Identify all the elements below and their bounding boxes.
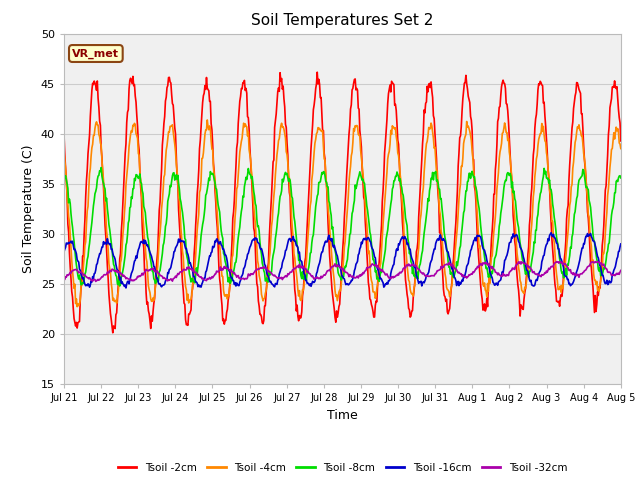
Tsoil -16cm — [185, 255, 193, 261]
Tsoil -16cm — [70, 247, 78, 252]
Tsoil -4cm — [128, 129, 136, 135]
Tsoil -4cm — [70, 286, 78, 291]
Tsoil -16cm — [128, 269, 136, 275]
Tsoil -32cm — [185, 264, 193, 270]
Tsoil -4cm — [412, 271, 419, 277]
Line: Tsoil -4cm: Tsoil -4cm — [64, 120, 621, 307]
Tsoil -8cm — [215, 205, 223, 211]
Line: Tsoil -2cm: Tsoil -2cm — [64, 72, 621, 333]
Line: Tsoil -16cm: Tsoil -16cm — [64, 233, 621, 288]
Tsoil -8cm — [186, 271, 193, 277]
Tsoil -32cm — [60, 276, 68, 282]
Tsoil -2cm — [214, 243, 222, 249]
Tsoil -4cm — [215, 239, 223, 245]
Tsoil -4cm — [185, 300, 193, 306]
Tsoil -2cm — [617, 138, 625, 144]
Tsoil -2cm — [412, 268, 419, 274]
X-axis label: Time: Time — [327, 408, 358, 421]
Y-axis label: Soil Temperature (C): Soil Temperature (C) — [22, 144, 35, 273]
Tsoil -8cm — [428, 176, 436, 181]
Tsoil -8cm — [97, 165, 105, 170]
Tsoil -2cm — [70, 316, 78, 322]
Tsoil -2cm — [185, 311, 193, 317]
Tsoil -4cm — [428, 123, 436, 129]
Tsoil -2cm — [128, 81, 136, 86]
Tsoil -16cm — [122, 285, 130, 291]
Tsoil -16cm — [411, 264, 419, 270]
Tsoil -8cm — [116, 283, 124, 289]
Tsoil -4cm — [204, 117, 211, 123]
Tsoil -16cm — [617, 241, 625, 247]
Tsoil -2cm — [109, 330, 116, 336]
Tsoil -32cm — [411, 263, 419, 269]
Tsoil -16cm — [60, 249, 68, 255]
Text: VR_met: VR_met — [72, 48, 119, 59]
Tsoil -2cm — [428, 88, 436, 94]
Tsoil -4cm — [60, 148, 68, 154]
Tsoil -32cm — [617, 267, 625, 273]
Tsoil -16cm — [547, 230, 555, 236]
Tsoil -2cm — [60, 131, 68, 137]
Line: Tsoil -32cm: Tsoil -32cm — [64, 262, 621, 281]
Tsoil -8cm — [617, 175, 625, 181]
Tsoil -32cm — [591, 259, 599, 264]
Tsoil -8cm — [412, 274, 419, 280]
Tsoil -32cm — [128, 278, 136, 284]
Tsoil -16cm — [214, 239, 222, 245]
Tsoil -4cm — [617, 145, 625, 151]
Tsoil -8cm — [70, 239, 78, 244]
Title: Soil Temperatures Set 2: Soil Temperatures Set 2 — [252, 13, 433, 28]
Tsoil -16cm — [428, 258, 435, 264]
Tsoil -32cm — [214, 269, 222, 275]
Tsoil -2cm — [314, 69, 321, 75]
Tsoil -32cm — [70, 267, 78, 273]
Tsoil -8cm — [129, 186, 137, 192]
Tsoil -4cm — [74, 304, 81, 310]
Legend: Tsoil -2cm, Tsoil -4cm, Tsoil -8cm, Tsoil -16cm, Tsoil -32cm: Tsoil -2cm, Tsoil -4cm, Tsoil -8cm, Tsoi… — [113, 458, 572, 477]
Tsoil -32cm — [92, 278, 100, 284]
Line: Tsoil -8cm: Tsoil -8cm — [64, 168, 621, 286]
Tsoil -8cm — [60, 171, 68, 177]
Tsoil -32cm — [428, 273, 435, 278]
